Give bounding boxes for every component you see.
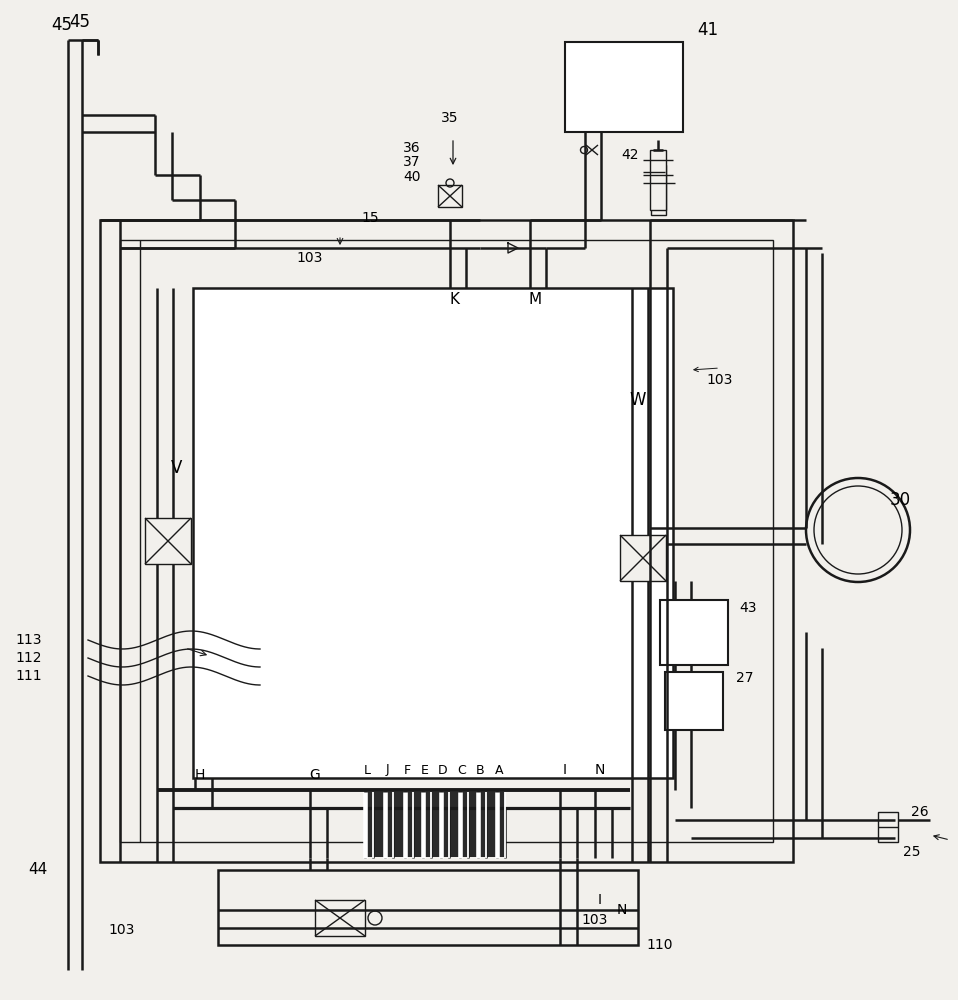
- Text: L: L: [363, 764, 371, 776]
- Text: H: H: [194, 768, 205, 782]
- Bar: [650, 150, 666, 210]
- Text: K: K: [450, 292, 460, 308]
- Text: 111: 111: [15, 669, 42, 683]
- Text: E: E: [422, 764, 429, 776]
- Text: 26: 26: [911, 805, 929, 819]
- Text: N: N: [595, 763, 605, 777]
- Text: 45: 45: [52, 16, 73, 34]
- Text: 45: 45: [70, 13, 90, 31]
- Text: 113: 113: [15, 633, 42, 647]
- Text: A: A: [494, 764, 503, 776]
- Text: 103: 103: [707, 373, 733, 387]
- Text: 44: 44: [29, 862, 48, 878]
- Text: F: F: [403, 764, 411, 776]
- Text: 35: 35: [442, 111, 459, 125]
- Text: 41: 41: [697, 21, 718, 39]
- Text: 37: 37: [403, 155, 421, 169]
- Bar: [878, 812, 898, 842]
- Text: D: D: [438, 764, 447, 776]
- Bar: [665, 672, 723, 730]
- Bar: [365, 792, 505, 857]
- Text: 36: 36: [403, 141, 421, 155]
- Text: J: J: [385, 764, 389, 776]
- Text: 40: 40: [403, 170, 421, 184]
- Text: 103: 103: [297, 251, 323, 265]
- Text: 112: 112: [15, 651, 42, 665]
- Bar: [660, 600, 728, 665]
- Text: 103: 103: [582, 913, 608, 927]
- Bar: [651, 165, 666, 215]
- Bar: [218, 870, 638, 945]
- Text: G: G: [309, 768, 320, 782]
- Bar: [438, 185, 462, 207]
- Text: 103: 103: [109, 923, 135, 937]
- Bar: [620, 535, 666, 581]
- Text: 43: 43: [740, 601, 757, 615]
- Bar: [145, 518, 191, 564]
- Text: 42: 42: [621, 148, 639, 162]
- Bar: [120, 240, 773, 842]
- Text: 110: 110: [647, 938, 673, 952]
- Text: C: C: [458, 764, 467, 776]
- Text: W: W: [629, 391, 647, 409]
- Bar: [193, 288, 673, 778]
- Text: N: N: [617, 903, 627, 917]
- Text: I: I: [598, 893, 602, 907]
- Bar: [315, 900, 365, 936]
- Text: 25: 25: [903, 845, 921, 859]
- Text: I: I: [563, 763, 567, 777]
- Text: 27: 27: [737, 671, 754, 685]
- Bar: [565, 42, 683, 132]
- Bar: [100, 220, 793, 862]
- Text: M: M: [529, 292, 541, 308]
- Text: 15: 15: [361, 211, 378, 225]
- Text: B: B: [476, 764, 485, 776]
- Text: 30: 30: [889, 491, 910, 509]
- Text: V: V: [171, 459, 183, 477]
